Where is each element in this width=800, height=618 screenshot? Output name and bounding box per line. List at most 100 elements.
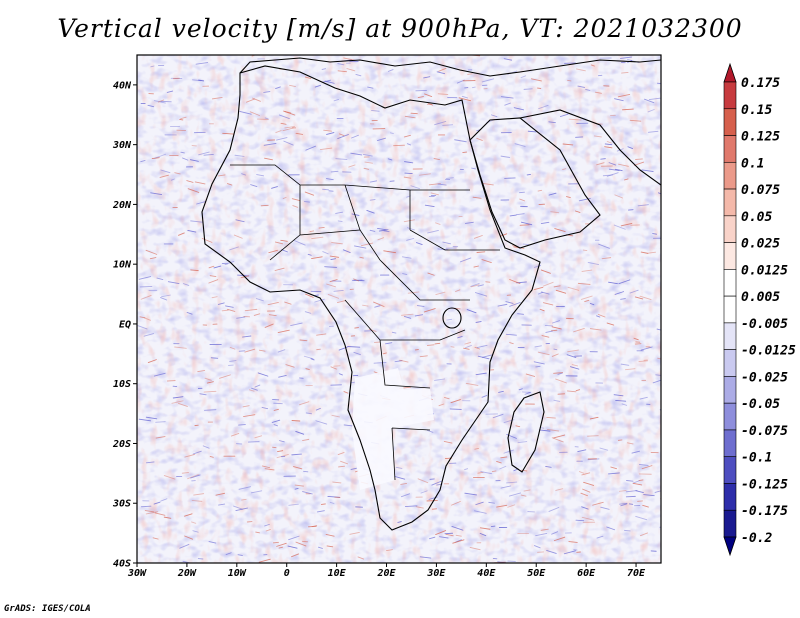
velocity-streak	[320, 147, 333, 150]
velocity-streak	[568, 118, 582, 121]
velocity-streak	[192, 530, 199, 533]
velocity-streak	[618, 163, 629, 167]
field-layer	[137, 55, 661, 563]
velocity-streak	[652, 379, 661, 384]
velocity-streak	[171, 178, 175, 181]
velocity-streak	[243, 414, 256, 417]
colorbar-swatch	[723, 135, 737, 163]
velocity-streak	[281, 249, 288, 253]
velocity-streak	[369, 199, 376, 201]
velocity-streak	[403, 134, 411, 138]
velocity-streak	[236, 316, 246, 319]
velocity-streak	[264, 117, 269, 120]
velocity-streak	[264, 157, 273, 161]
velocity-streak	[160, 498, 168, 502]
velocity-streak	[647, 130, 659, 133]
velocity-streak	[608, 162, 617, 166]
velocity-streak	[179, 543, 190, 549]
velocity-streak	[606, 526, 616, 531]
velocity-streak	[476, 137, 483, 141]
colorbar-swatch	[723, 429, 737, 458]
velocity-streak	[202, 445, 210, 449]
velocity-streak	[457, 335, 463, 339]
velocity-streak	[585, 89, 591, 91]
y-tick-label: 10S	[113, 379, 131, 390]
x-tick-label: 20W	[177, 568, 197, 579]
velocity-streak	[145, 511, 159, 515]
velocity-streak	[327, 293, 340, 299]
velocity-streak	[568, 541, 578, 543]
velocity-streak	[622, 108, 634, 111]
velocity-streak	[481, 78, 495, 83]
velocity-streak	[178, 232, 185, 236]
velocity-streak	[606, 140, 612, 144]
velocity-streak	[626, 442, 634, 445]
velocity-streak	[285, 364, 295, 368]
velocity-streak	[294, 488, 299, 490]
velocity-streak	[255, 298, 264, 302]
velocity-streak	[656, 328, 661, 331]
velocity-streak	[155, 421, 166, 423]
velocity-streak	[575, 389, 581, 392]
velocity-streak	[639, 532, 649, 537]
velocity-streak	[509, 214, 517, 217]
velocity-streak	[284, 126, 295, 129]
velocity-streak	[203, 153, 214, 156]
velocity-streak	[283, 140, 294, 146]
velocity-streak	[470, 284, 480, 288]
velocity-streak	[276, 542, 287, 547]
velocity-streak	[324, 266, 337, 268]
velocity-streak	[624, 529, 631, 532]
velocity-streak	[491, 470, 497, 473]
velocity-streak	[139, 316, 146, 319]
velocity-streak	[567, 79, 572, 82]
velocity-streak	[473, 235, 483, 239]
velocity-streak	[608, 472, 620, 475]
velocity-streak	[393, 475, 406, 480]
velocity-streak	[401, 256, 412, 259]
velocity-streak	[290, 322, 303, 327]
velocity-streak	[161, 294, 171, 298]
velocity-streak	[305, 412, 313, 415]
velocity-streak	[373, 301, 385, 307]
velocity-streak	[525, 373, 536, 377]
velocity-streak	[540, 221, 550, 225]
colorbar-bottom-arrow	[723, 536, 737, 557]
velocity-streak	[604, 143, 613, 146]
velocity-streak	[427, 102, 434, 106]
velocity-streak	[414, 314, 424, 317]
velocity-streak	[417, 478, 429, 484]
colorbar-label: 0.05	[741, 210, 772, 225]
velocity-streak	[638, 360, 648, 362]
velocity-streak	[326, 545, 334, 548]
velocity-streak	[555, 488, 564, 491]
velocity-streak	[567, 286, 580, 291]
velocity-streak	[163, 516, 172, 519]
velocity-streak	[481, 354, 493, 358]
velocity-streak	[377, 227, 387, 231]
velocity-streak	[278, 374, 287, 378]
velocity-streak	[613, 224, 626, 230]
y-tick-label: EQ	[119, 319, 131, 330]
y-tick-label: 40N	[113, 80, 132, 91]
plot-frame	[136, 54, 662, 564]
velocity-streak	[450, 399, 461, 404]
velocity-streak	[624, 178, 629, 181]
velocity-streak	[326, 178, 334, 181]
velocity-streak	[542, 281, 554, 287]
velocity-streak	[618, 490, 627, 492]
velocity-streak	[330, 170, 339, 173]
velocity-streak	[435, 291, 446, 295]
colorbar-label: -0.05	[741, 397, 780, 412]
velocity-streak	[351, 213, 360, 216]
velocity-streak	[147, 104, 155, 108]
velocity-streak	[249, 111, 260, 116]
velocity-streak	[397, 521, 402, 523]
velocity-streak	[427, 272, 435, 276]
velocity-streak	[338, 373, 343, 376]
velocity-streak	[145, 249, 158, 255]
velocity-streak	[621, 71, 629, 74]
velocity-streak	[242, 335, 252, 338]
velocity-streak	[302, 438, 310, 441]
velocity-streak	[254, 435, 263, 439]
